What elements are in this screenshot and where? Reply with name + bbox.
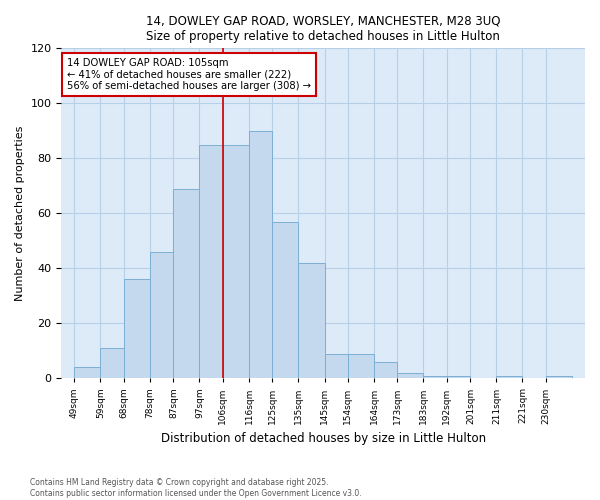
- X-axis label: Distribution of detached houses by size in Little Hulton: Distribution of detached houses by size …: [161, 432, 486, 445]
- Bar: [298, 263, 325, 378]
- Bar: [74, 368, 100, 378]
- Bar: [397, 373, 424, 378]
- Bar: [272, 222, 298, 378]
- Bar: [447, 376, 470, 378]
- Bar: [496, 376, 523, 378]
- Bar: [150, 252, 173, 378]
- Bar: [124, 280, 150, 378]
- Bar: [100, 348, 124, 378]
- Text: Contains HM Land Registry data © Crown copyright and database right 2025.
Contai: Contains HM Land Registry data © Crown c…: [30, 478, 362, 498]
- Title: 14, DOWLEY GAP ROAD, WORSLEY, MANCHESTER, M28 3UQ
Size of property relative to d: 14, DOWLEY GAP ROAD, WORSLEY, MANCHESTER…: [146, 15, 500, 43]
- Bar: [546, 376, 572, 378]
- Bar: [249, 131, 272, 378]
- Bar: [374, 362, 397, 378]
- Bar: [173, 188, 199, 378]
- Bar: [199, 144, 223, 378]
- Bar: [348, 354, 374, 378]
- Bar: [325, 354, 348, 378]
- Bar: [424, 376, 447, 378]
- Bar: [223, 144, 249, 378]
- Y-axis label: Number of detached properties: Number of detached properties: [15, 126, 25, 301]
- Text: 14 DOWLEY GAP ROAD: 105sqm
← 41% of detached houses are smaller (222)
56% of sem: 14 DOWLEY GAP ROAD: 105sqm ← 41% of deta…: [67, 58, 311, 92]
